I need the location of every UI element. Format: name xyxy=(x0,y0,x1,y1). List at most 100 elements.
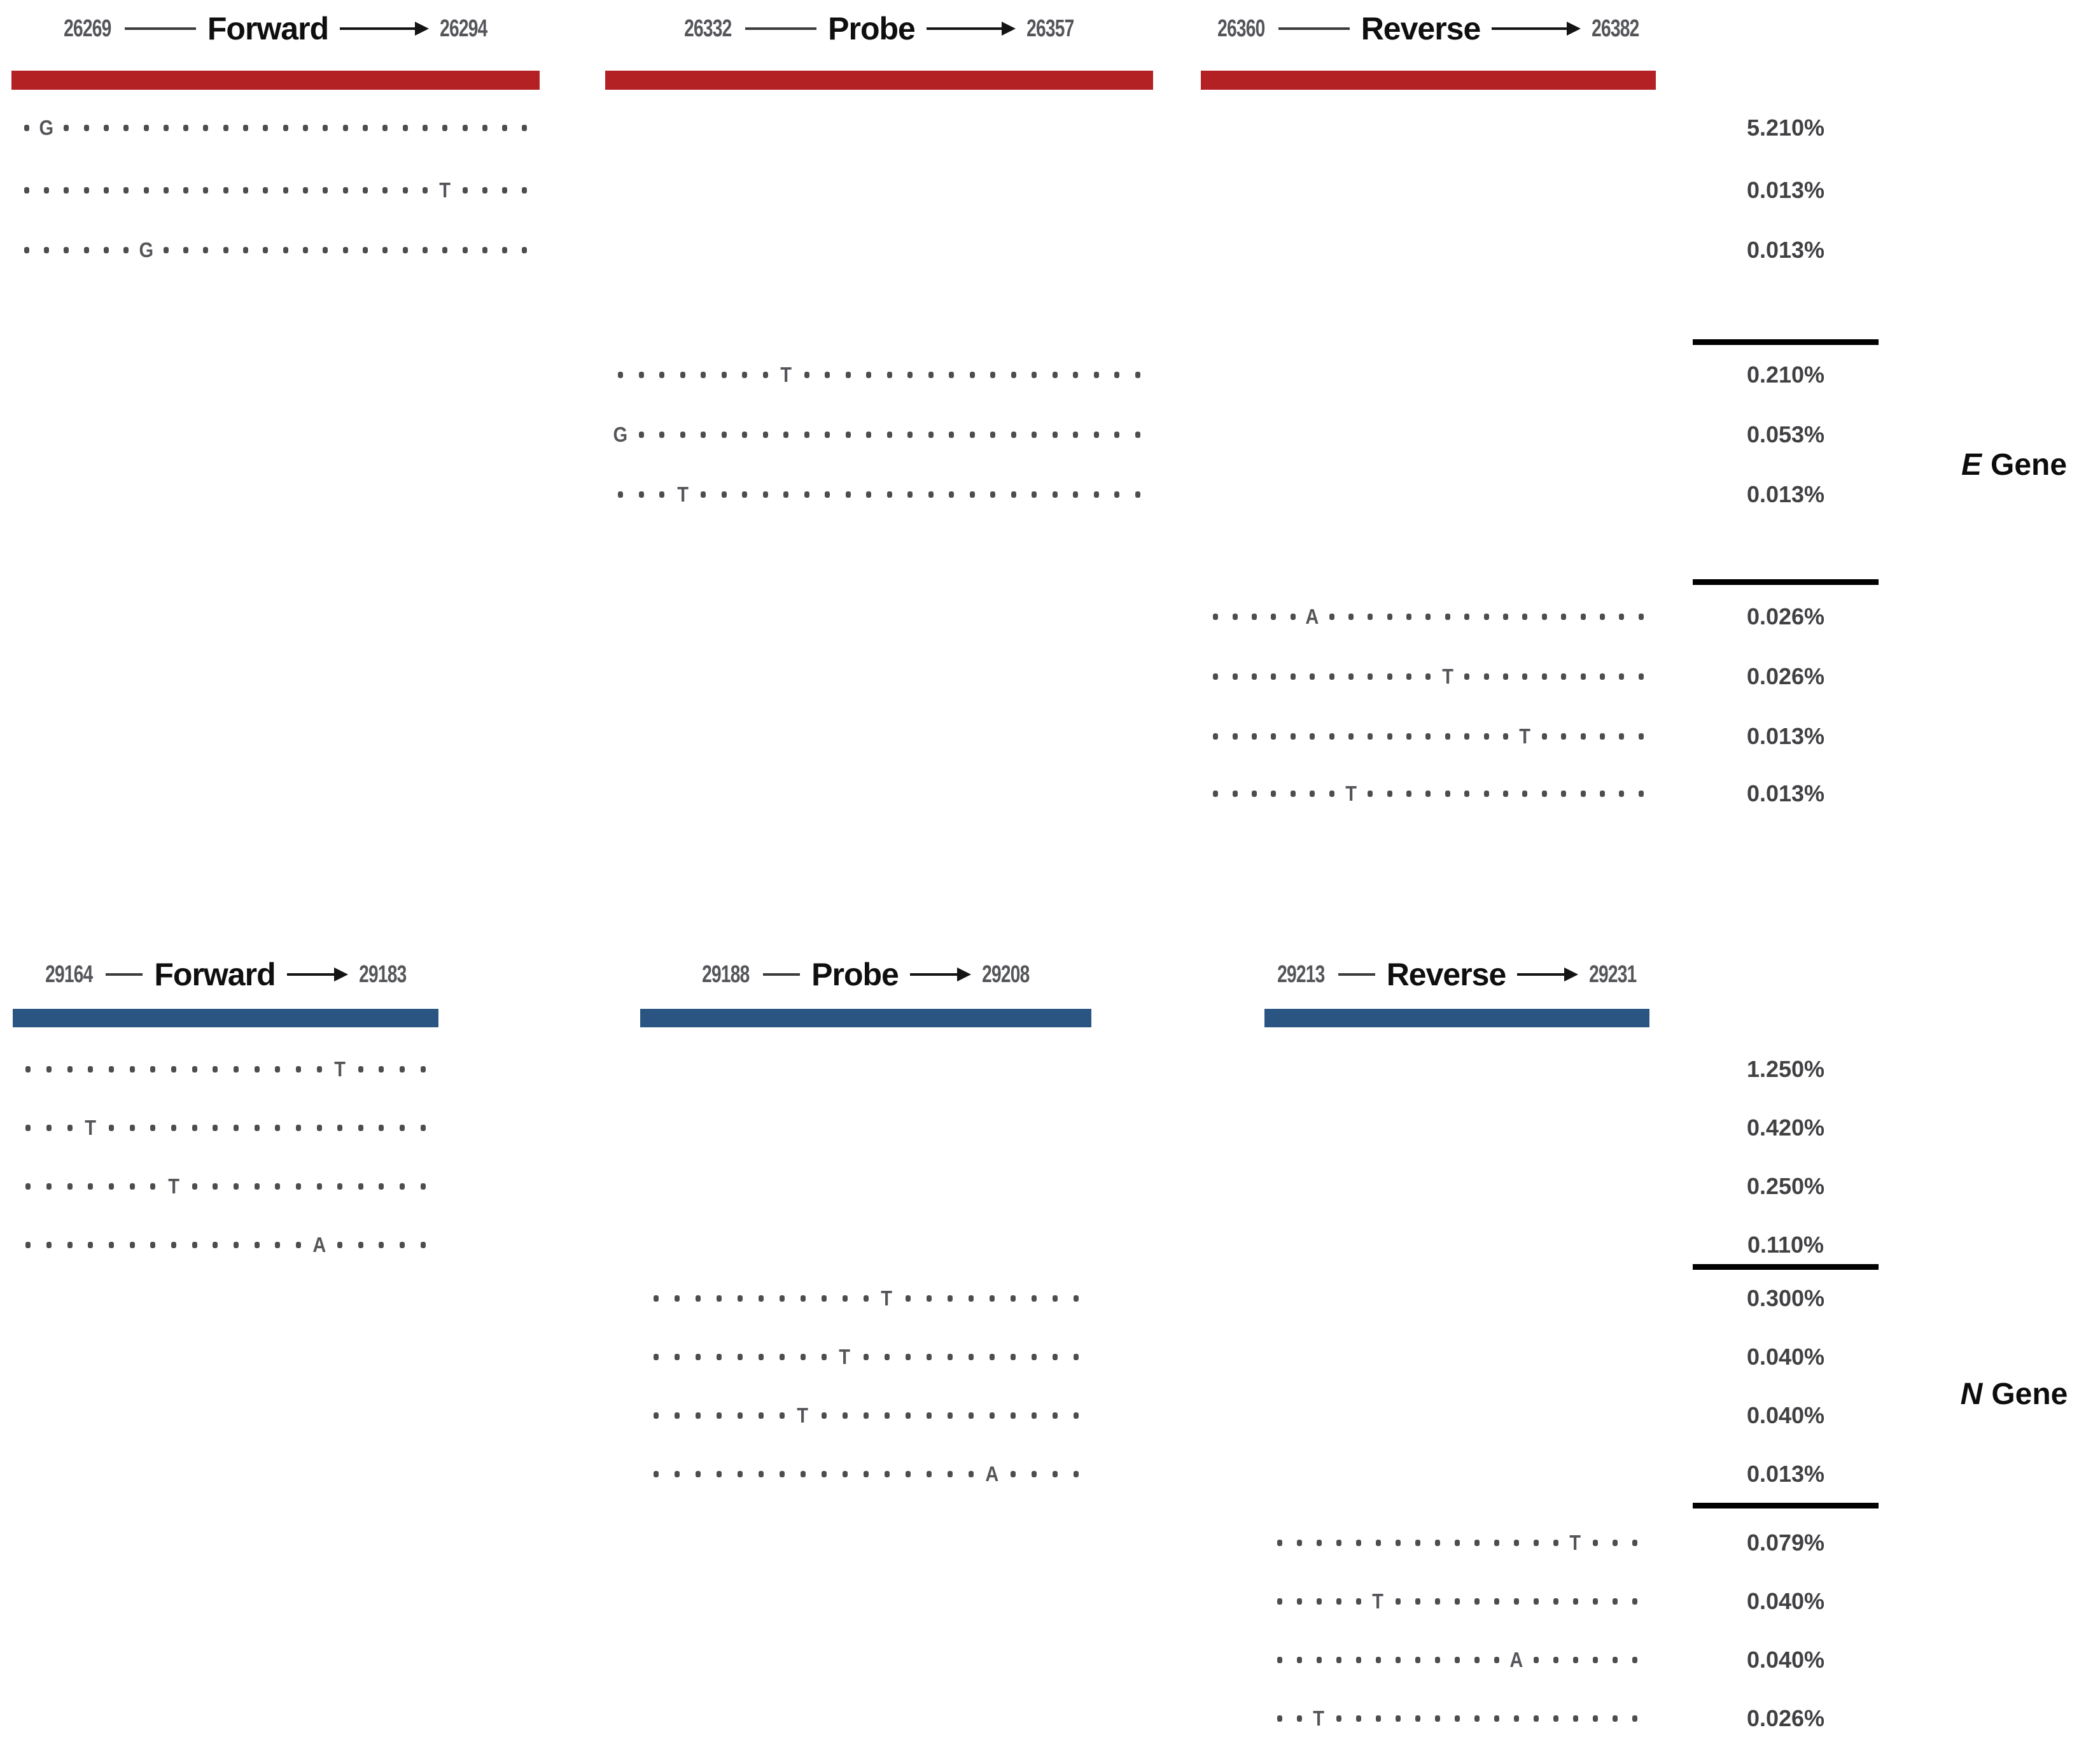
genomic-end-position: 29208 xyxy=(981,960,1030,988)
match-dot xyxy=(400,1183,405,1190)
match-dot xyxy=(64,187,69,193)
match-dot xyxy=(1387,791,1392,797)
match-dot-cell xyxy=(645,1459,666,1489)
match-dot-cell xyxy=(351,1113,372,1143)
match-dot xyxy=(67,1242,73,1248)
match-dot xyxy=(866,372,872,378)
match-dot xyxy=(1375,1657,1381,1663)
primer-region-bar xyxy=(605,71,1153,90)
match-dot xyxy=(1474,1715,1480,1722)
match-dot-cell xyxy=(797,420,818,449)
match-dot-cell xyxy=(1605,1587,1625,1616)
match-dot-cell xyxy=(351,1172,372,1201)
match-dot-cell xyxy=(1329,1645,1348,1675)
match-dot-cell xyxy=(455,113,475,143)
header-connector-line xyxy=(1278,27,1350,30)
match-dot-cell xyxy=(817,420,838,449)
match-dot-cell xyxy=(80,1230,101,1260)
primer-name: Reverse xyxy=(1386,957,1507,992)
header-connector-line xyxy=(106,973,143,976)
match-dot-cell xyxy=(18,1230,39,1260)
match-dot-cell xyxy=(276,236,295,265)
match-dot xyxy=(129,1125,135,1131)
match-dot xyxy=(783,491,789,498)
match-dot xyxy=(1580,733,1586,740)
match-dot xyxy=(742,432,748,438)
match-dot-cell xyxy=(1585,1528,1605,1558)
match-dot xyxy=(163,247,169,253)
match-dot-cell xyxy=(708,1342,729,1372)
match-dot xyxy=(213,1066,218,1072)
match-dot xyxy=(1296,1598,1302,1605)
match-dot-cell xyxy=(156,176,176,205)
match-dot xyxy=(947,1412,953,1419)
gene-letter: N xyxy=(1960,1377,1983,1411)
match-dot-cell xyxy=(750,1284,771,1313)
frequency-value: 0.053% xyxy=(1746,421,1825,447)
match-dot-cell xyxy=(184,1055,205,1084)
match-dot-cell xyxy=(771,1284,792,1313)
match-dot-cell xyxy=(1128,360,1149,390)
match-dot xyxy=(1296,1715,1302,1722)
mutant-base-cell: T xyxy=(80,1113,101,1143)
match-dot-cell xyxy=(1535,779,1554,808)
match-dot-cell xyxy=(1526,1587,1546,1616)
match-dot xyxy=(203,187,209,193)
match-dot-cell xyxy=(918,1459,939,1489)
match-dot-cell xyxy=(184,1113,205,1143)
match-dot xyxy=(804,491,809,498)
match-dot xyxy=(1434,1657,1440,1663)
match-dot-cell xyxy=(792,1284,813,1313)
sequence-row: T xyxy=(1270,1704,1644,1733)
mutant-base-cell: T xyxy=(792,1401,813,1430)
match-dot xyxy=(842,1295,848,1302)
match-dot xyxy=(462,187,468,193)
match-dot xyxy=(1445,733,1450,740)
match-dot xyxy=(695,1354,701,1360)
match-dot xyxy=(275,1183,281,1190)
match-dot xyxy=(779,1412,785,1419)
match-dot-cell xyxy=(1289,1645,1309,1675)
match-dot-cell xyxy=(76,176,96,205)
match-dot-cell xyxy=(1322,662,1341,691)
match-dot-cell xyxy=(1632,779,1651,808)
match-dot-cell xyxy=(1044,1401,1065,1430)
match-dot xyxy=(905,1295,911,1302)
match-dot xyxy=(1316,1540,1322,1546)
match-dot xyxy=(1277,1657,1282,1663)
sequence-row: T xyxy=(1270,1587,1644,1616)
genomic-start-position: 26332 xyxy=(684,15,732,42)
match-dot xyxy=(1415,1715,1420,1722)
match-dot-cell xyxy=(792,1459,813,1489)
match-dot xyxy=(316,1183,322,1190)
match-dot-cell xyxy=(838,420,859,449)
match-dot-cell xyxy=(1546,1645,1565,1675)
match-dot xyxy=(990,432,996,438)
match-dot xyxy=(362,187,368,193)
sequence-row: A xyxy=(1206,602,1651,631)
match-dot-cell xyxy=(156,236,176,265)
match-dot xyxy=(742,491,748,498)
match-dot-cell xyxy=(813,1284,834,1313)
match-dot-cell xyxy=(1044,1284,1065,1313)
match-dot-cell xyxy=(235,176,255,205)
match-dot-cell xyxy=(983,480,1004,509)
match-dot xyxy=(1483,614,1489,620)
match-dot xyxy=(968,1354,974,1360)
match-dot-cell xyxy=(143,1230,164,1260)
match-dot xyxy=(1503,791,1509,797)
match-dot xyxy=(1494,1657,1499,1663)
match-dot xyxy=(283,247,288,253)
match-dot-cell xyxy=(1348,1528,1368,1558)
match-dot-cell xyxy=(226,1172,247,1201)
match-dot-cell xyxy=(267,1055,288,1084)
match-dot-cell xyxy=(1418,779,1438,808)
match-dot-cell xyxy=(435,236,455,265)
match-dot xyxy=(905,1354,911,1360)
match-dot xyxy=(150,1125,156,1131)
match-dot xyxy=(183,187,189,193)
match-dot xyxy=(1336,1598,1341,1605)
match-dot-cell xyxy=(1476,662,1495,691)
match-dot-cell xyxy=(1447,1645,1467,1675)
match-dot-cell xyxy=(1388,1645,1408,1675)
